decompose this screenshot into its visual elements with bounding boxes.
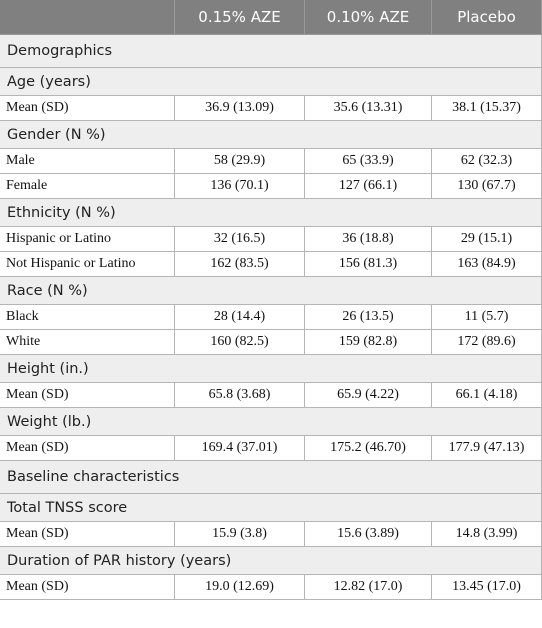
value-cell: 169.4 (37.01) xyxy=(175,436,305,461)
group-title: Height (in.) xyxy=(0,355,542,383)
header-cell xyxy=(0,0,175,35)
group-title: Gender (N %) xyxy=(0,121,542,149)
value-cell: 26 (13.5) xyxy=(305,305,432,330)
row-label: White xyxy=(0,330,175,355)
row-label: Mean (SD) xyxy=(0,383,175,408)
value-cell: 32 (16.5) xyxy=(175,227,305,252)
value-cell: 159 (82.8) xyxy=(305,330,432,355)
value-cell: 160 (82.5) xyxy=(175,330,305,355)
value-cell: 62 (32.3) xyxy=(432,149,542,174)
section-title: Demographics xyxy=(0,35,542,68)
group-title: Weight (lb.) xyxy=(0,408,542,436)
row-label: Not Hispanic or Latino xyxy=(0,252,175,277)
row-label: Mean (SD) xyxy=(0,575,175,600)
value-cell: 65.9 (4.22) xyxy=(305,383,432,408)
value-cell: 13.45 (17.0) xyxy=(432,575,542,600)
value-cell: 177.9 (47.13) xyxy=(432,436,542,461)
value-cell: 172 (89.6) xyxy=(432,330,542,355)
value-cell: 29 (15.1) xyxy=(432,227,542,252)
value-cell: 19.0 (12.69) xyxy=(175,575,305,600)
value-cell: 175.2 (46.70) xyxy=(305,436,432,461)
value-cell: 12.82 (17.0) xyxy=(305,575,432,600)
row-label: Mean (SD) xyxy=(0,436,175,461)
value-cell: 58 (29.9) xyxy=(175,149,305,174)
value-cell: 11 (5.7) xyxy=(432,305,542,330)
value-cell: 15.6 (3.89) xyxy=(305,522,432,547)
value-cell: 162 (83.5) xyxy=(175,252,305,277)
value-cell: 65 (33.9) xyxy=(305,149,432,174)
value-cell: 14.8 (3.99) xyxy=(432,522,542,547)
value-cell: 136 (70.1) xyxy=(175,174,305,199)
column-header: Placebo xyxy=(432,0,542,35)
value-cell: 130 (67.7) xyxy=(432,174,542,199)
value-cell: 15.9 (3.8) xyxy=(175,522,305,547)
column-header: 0.15% AZE xyxy=(175,0,305,35)
value-cell: 65.8 (3.68) xyxy=(175,383,305,408)
row-label: Male xyxy=(0,149,175,174)
group-title: Ethnicity (N %) xyxy=(0,199,542,227)
value-cell: 36 (18.8) xyxy=(305,227,432,252)
value-cell: 66.1 (4.18) xyxy=(432,383,542,408)
value-cell: 156 (81.3) xyxy=(305,252,432,277)
row-label: Mean (SD) xyxy=(0,96,175,121)
value-cell: 127 (66.1) xyxy=(305,174,432,199)
row-label: Mean (SD) xyxy=(0,522,175,547)
group-title: Total TNSS score xyxy=(0,494,542,522)
value-cell: 38.1 (15.37) xyxy=(432,96,542,121)
value-cell: 28 (14.4) xyxy=(175,305,305,330)
group-title: Duration of PAR history (years) xyxy=(0,547,542,575)
value-cell: 36.9 (13.09) xyxy=(175,96,305,121)
group-title: Age (years) xyxy=(0,68,542,96)
row-label: Hispanic or Latino xyxy=(0,227,175,252)
row-label: Black xyxy=(0,305,175,330)
row-label: Female xyxy=(0,174,175,199)
column-header: 0.10% AZE xyxy=(305,0,432,35)
group-title: Race (N %) xyxy=(0,277,542,305)
section-title: Baseline characteristics xyxy=(0,461,542,494)
value-cell: 163 (84.9) xyxy=(432,252,542,277)
value-cell: 35.6 (13.31) xyxy=(305,96,432,121)
